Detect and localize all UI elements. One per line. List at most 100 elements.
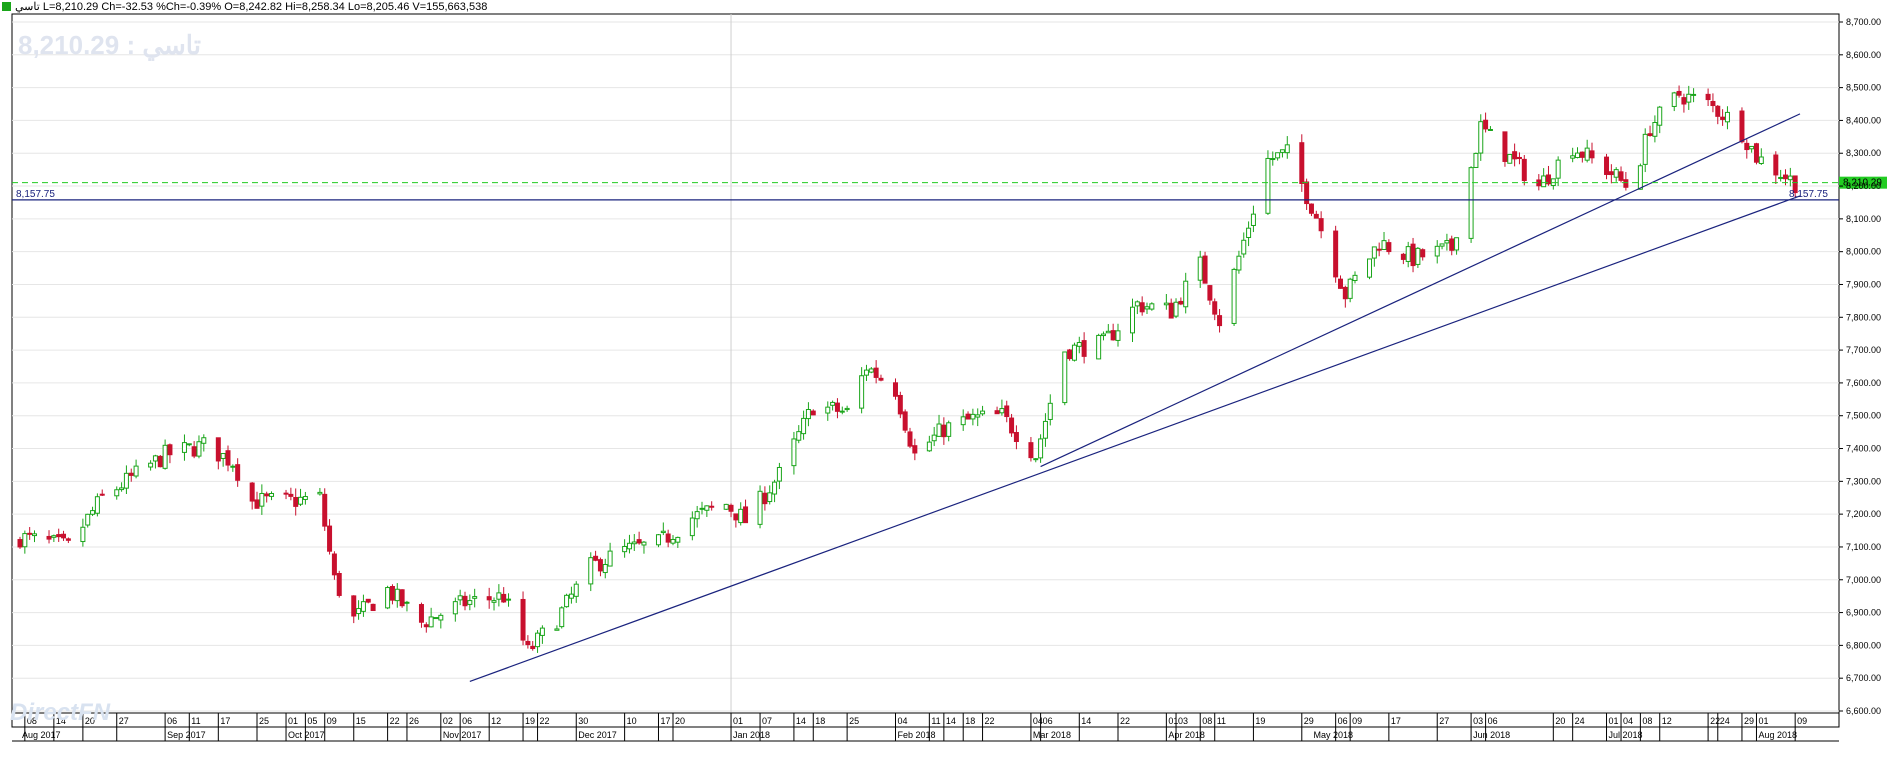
candle-body	[1110, 330, 1116, 341]
last-price: L=8,210.29	[42, 1, 99, 13]
candle	[1555, 156, 1561, 186]
candle	[733, 513, 739, 528]
x-month-label: Sep 2017	[167, 730, 206, 740]
candle	[1671, 91, 1677, 112]
candle	[1033, 458, 1039, 463]
candle	[80, 518, 86, 547]
candle	[1144, 302, 1150, 315]
x-tick-label: 08	[1642, 716, 1652, 726]
candle	[1642, 128, 1648, 173]
x-tick-label: 08	[27, 716, 37, 726]
candle-body	[433, 617, 439, 620]
candle-body	[1386, 242, 1392, 253]
y-tick-label: 6,600.00	[1846, 706, 1881, 716]
candle	[394, 583, 400, 608]
candle-body	[1333, 230, 1339, 278]
candle-body	[525, 640, 531, 646]
x-tick-label: 01	[1168, 716, 1178, 726]
support-level-label-right: 8,157.75	[1789, 189, 1828, 200]
candle	[1787, 167, 1793, 187]
candle-body	[360, 601, 366, 612]
candle	[1367, 258, 1373, 280]
candle	[1473, 152, 1479, 168]
candle	[525, 635, 531, 649]
candle-body	[1096, 334, 1102, 360]
candle-body	[539, 627, 545, 636]
candle	[1512, 143, 1518, 167]
candle-body	[1657, 106, 1663, 126]
candle-body	[607, 550, 613, 567]
candle-body	[1439, 243, 1445, 247]
candle	[385, 585, 391, 610]
y-tick-label: 8,700.00	[1846, 17, 1881, 27]
candle	[1100, 331, 1106, 341]
candle	[588, 552, 594, 592]
candle	[1618, 166, 1624, 183]
candle-body	[1778, 176, 1784, 179]
candle	[462, 591, 468, 611]
candle	[336, 570, 342, 598]
candle	[844, 405, 850, 412]
last-price-tag	[1839, 176, 1887, 189]
candle	[225, 445, 231, 472]
candle	[128, 468, 134, 482]
candle	[1739, 107, 1745, 144]
x-month-label: Mar 2018	[1033, 730, 1071, 740]
candle-body	[404, 601, 410, 604]
candle-body	[1173, 301, 1179, 317]
quote-header: تاسي L=8,210.29 Ch=-32.53 %Ch=-0.39% O=8…	[0, 0, 1889, 14]
candle-body	[1623, 179, 1629, 188]
x-tick-label: 25	[849, 716, 859, 726]
x-tick-label: 04	[1033, 716, 1043, 726]
candle-body	[936, 423, 942, 437]
candle	[1541, 168, 1547, 188]
x-tick-label: 20	[85, 716, 95, 726]
x-tick-label: 14	[56, 716, 66, 726]
candle-body	[1589, 150, 1595, 159]
candle	[61, 530, 67, 541]
candle	[1647, 125, 1653, 137]
candle	[148, 460, 154, 471]
x-tick-label: 15	[356, 716, 366, 726]
x-tick-label: 10	[627, 716, 637, 726]
candle	[264, 491, 270, 503]
candle-body	[791, 438, 797, 467]
candle	[1381, 231, 1387, 251]
x-tick-label: 14	[1081, 716, 1091, 726]
candle	[438, 613, 444, 629]
candle	[762, 486, 768, 511]
candle	[796, 425, 802, 444]
candle-body	[201, 437, 207, 444]
candle	[907, 427, 913, 448]
candle-body	[1575, 152, 1580, 159]
candle	[32, 530, 38, 543]
candle-body	[1279, 149, 1285, 153]
candle-body	[1608, 171, 1614, 176]
candle	[496, 584, 502, 607]
candle	[559, 606, 565, 629]
candle	[1062, 351, 1068, 406]
candle	[1183, 272, 1189, 314]
x-tick-label: 11	[1217, 716, 1226, 726]
candle-body	[970, 413, 976, 420]
candle-body	[162, 444, 168, 469]
candle-body	[491, 600, 497, 603]
candle-body	[356, 608, 362, 615]
candle	[501, 587, 507, 603]
candle	[399, 589, 405, 608]
candle	[322, 488, 328, 531]
candle	[418, 602, 424, 628]
candle-body	[573, 583, 579, 597]
candle-body	[428, 616, 434, 628]
candle-body	[423, 624, 429, 628]
candle-body	[902, 411, 908, 431]
x-tick-label: 06	[1338, 716, 1348, 726]
candle-body	[926, 441, 932, 452]
candle	[1250, 205, 1256, 233]
candle	[1270, 151, 1276, 166]
candle-body	[230, 465, 236, 468]
candle	[839, 406, 845, 415]
candle	[201, 434, 207, 452]
candle	[999, 399, 1005, 416]
